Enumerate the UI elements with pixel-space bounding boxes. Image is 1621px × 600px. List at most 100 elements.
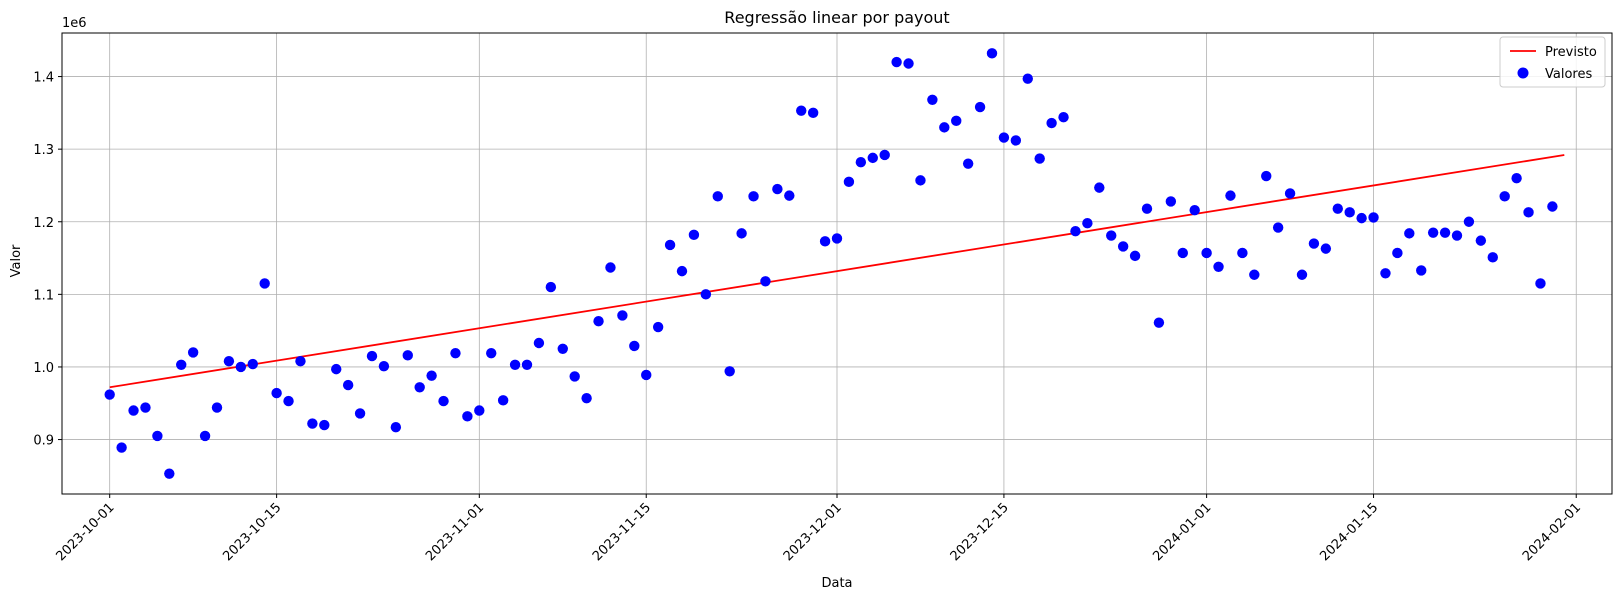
scatter-point: [152, 430, 163, 442]
scatter-point: [1427, 227, 1439, 238]
legend-marker-swatch: [1517, 67, 1529, 79]
scatter-point: [1272, 222, 1284, 233]
scatter-point: [545, 281, 557, 293]
scatter-point: [1451, 230, 1463, 241]
scatter-point: [1475, 235, 1487, 246]
scatter-point: [1141, 203, 1153, 214]
scatter-point: [235, 361, 247, 373]
grid: [62, 33, 1612, 494]
scatter-point: [1094, 182, 1105, 193]
legend-label-previsto: Previsto: [1545, 45, 1597, 60]
scatter-point: [1177, 247, 1188, 259]
scatter-point: [354, 408, 366, 419]
scatter-point: [1070, 225, 1081, 237]
scatter-point: [903, 58, 914, 69]
scatter-point: [1547, 201, 1558, 212]
scatter-point: [629, 340, 640, 352]
scatter-point: [1439, 227, 1451, 238]
scatter-point: [533, 337, 545, 349]
scatter-point: [736, 228, 747, 239]
x-tick-label: 2024-02-01: [1520, 500, 1584, 564]
scatter-point: [1511, 172, 1522, 184]
scatter-point: [939, 122, 950, 133]
scatter-point: [1237, 247, 1248, 259]
scatter-point: [331, 363, 342, 375]
x-tick-label: 2023-11-15: [590, 500, 654, 564]
scatter-point: [307, 418, 318, 429]
scatter-point: [1368, 212, 1379, 223]
scatter-point: [843, 176, 855, 188]
scatter-point: [486, 347, 497, 359]
scatter-point: [986, 48, 998, 59]
scatter-point: [1022, 73, 1033, 84]
scatter-point: [831, 233, 843, 244]
scatter-point: [569, 371, 580, 382]
scatter-point: [1320, 243, 1332, 254]
scatter-point: [974, 101, 986, 113]
scatter-point: [104, 389, 115, 400]
scatter-point: [462, 411, 473, 422]
x-tick-label: 2023-12-15: [948, 500, 1012, 564]
scatter-point: [1308, 238, 1320, 249]
scatter-point: [1010, 135, 1022, 146]
scatter-point: [1284, 188, 1296, 199]
scatter-point: [402, 350, 413, 361]
scatter-point: [390, 422, 402, 433]
scatter-point: [796, 105, 807, 116]
scatter-point: [1082, 218, 1093, 229]
scatter-point: [1523, 207, 1534, 218]
scatter-point: [617, 310, 628, 321]
scatter-point: [605, 262, 616, 273]
scatter-point: [998, 132, 1010, 143]
scatter-point: [807, 107, 819, 119]
x-tick-label: 2023-11-01: [423, 500, 487, 564]
scatter-point: [1117, 241, 1129, 252]
scatter-point: [1296, 269, 1308, 280]
scatter-point: [879, 149, 890, 161]
scatter-point: [724, 366, 735, 377]
scatter-point: [1189, 204, 1200, 216]
x-tick-label: 2024-01-15: [1317, 500, 1381, 564]
scatter-point: [891, 56, 902, 68]
scatter-point: [128, 405, 139, 416]
scatter-point: [664, 239, 676, 251]
scatter-point: [1165, 196, 1177, 207]
scatter-point: [1034, 153, 1045, 164]
legend: Previsto Valores: [1499, 36, 1606, 88]
scatter-point: [1332, 203, 1343, 214]
regression-line-previsto: [109, 154, 1565, 389]
scatter-point: [819, 236, 831, 247]
scatter-point: [652, 321, 664, 333]
y-axis-offset-label: 1e6: [62, 16, 87, 31]
scatter-point: [295, 355, 306, 367]
scatter-point: [1416, 265, 1427, 276]
scatter-point: [1046, 117, 1057, 129]
scatter-point: [223, 355, 235, 367]
y-axis-ticks: 0.9 1.0 1.1 1.2 1.3 1.4: [33, 71, 62, 449]
scatter-point: [760, 276, 771, 287]
regression-line-layer: [109, 154, 1565, 389]
scatter-point: [1535, 278, 1546, 289]
scatter-point: [1129, 250, 1141, 262]
scatter-point: [509, 359, 521, 370]
scatter-point: [164, 468, 175, 479]
y-tick-label: 0.9: [33, 434, 54, 449]
scatter-point: [438, 395, 449, 407]
scatter-point: [1499, 191, 1510, 202]
scatter-point: [867, 152, 878, 164]
scatter-point: [712, 191, 723, 202]
scatter-point: [748, 191, 759, 202]
scatter-point: [378, 361, 390, 372]
scatter-point: [951, 115, 962, 127]
scatter-point: [927, 94, 938, 105]
scatter-point: [1463, 216, 1475, 227]
scatter-point: [116, 442, 127, 453]
scatter-point: [1404, 228, 1415, 239]
x-tick-label: 2023-10-01: [53, 500, 117, 564]
scatter-point: [688, 229, 700, 241]
scatter-point: [855, 157, 867, 168]
legend-label-valores: Valores: [1545, 67, 1592, 82]
x-tick-label: 2023-10-15: [220, 500, 284, 564]
scatter-point: [1106, 230, 1117, 241]
scatter-point: [283, 395, 294, 407]
